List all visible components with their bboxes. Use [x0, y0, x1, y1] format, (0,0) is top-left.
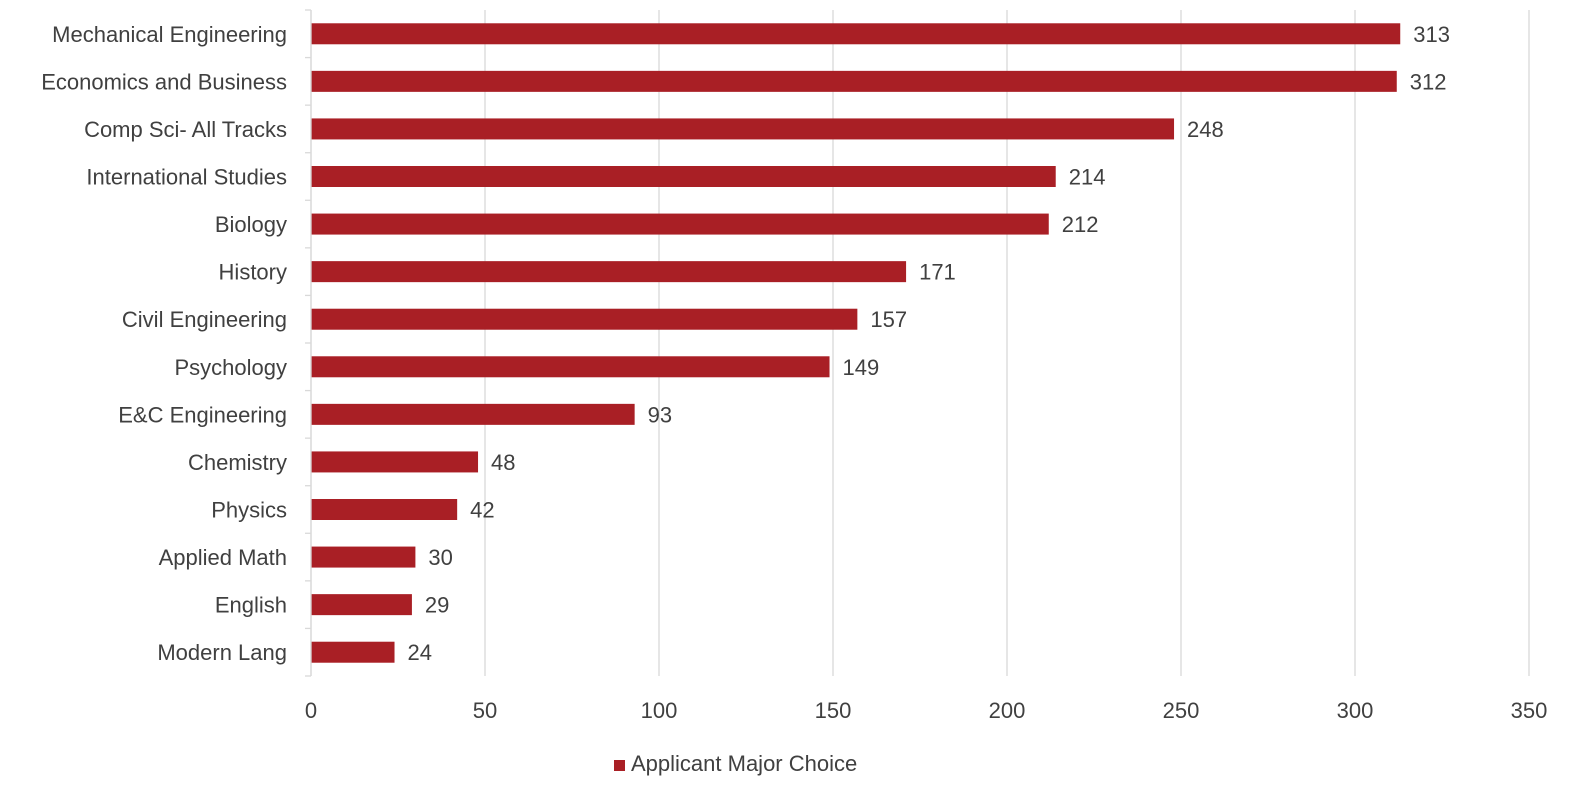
data-label: 171	[919, 260, 956, 285]
bar	[311, 451, 479, 473]
data-label: 214	[1069, 165, 1106, 190]
category-label: Biology	[215, 212, 287, 237]
gridlines	[310, 10, 1530, 676]
tick-label: 100	[641, 698, 678, 723]
tick-label: 150	[815, 698, 852, 723]
category-label: Psychology	[174, 355, 287, 380]
data-label: 30	[428, 545, 452, 570]
bar	[311, 213, 1049, 235]
category-label: Applied Math	[159, 545, 287, 570]
category-label: Comp Sci- All Tracks	[84, 117, 287, 142]
category-label: Chemistry	[188, 450, 287, 475]
bar	[311, 403, 635, 425]
data-label: 48	[491, 450, 515, 475]
tick-label: 50	[473, 698, 497, 723]
bar	[311, 641, 395, 663]
bar	[311, 499, 458, 520]
bar	[311, 70, 1397, 92]
bar	[311, 594, 412, 616]
category-label: English	[215, 593, 287, 618]
category-label: Physics	[211, 498, 287, 523]
bar	[311, 261, 907, 283]
value-axis: 0 50 100 150 200 250 300 350	[305, 698, 1547, 723]
legend: Applicant Major Choice	[614, 751, 857, 776]
bar	[311, 118, 1175, 140]
data-label: 248	[1187, 117, 1224, 142]
category-label: International Studies	[86, 165, 287, 190]
data-label: 157	[870, 307, 907, 332]
category-label: History	[219, 260, 287, 285]
bar	[311, 308, 858, 330]
data-label: 93	[648, 402, 672, 427]
category-label: Civil Engineering	[122, 307, 287, 332]
data-label: 312	[1410, 69, 1447, 94]
data-label: 24	[408, 640, 432, 665]
bars	[311, 23, 1401, 663]
data-label: 149	[843, 355, 880, 380]
data-labels: 313 312 248 214 212 171 157 149 93 48 42 30 29 24	[408, 22, 1450, 665]
bar	[311, 356, 830, 378]
tick-label: 200	[989, 698, 1026, 723]
category-label: Economics and Business	[41, 69, 287, 94]
category-label: E&C Engineering	[118, 402, 287, 427]
tick-label: 250	[1163, 698, 1200, 723]
bar	[311, 546, 416, 568]
data-label: 29	[425, 593, 449, 618]
data-label: 212	[1062, 212, 1099, 237]
tick-label: 0	[305, 698, 317, 723]
tick-label: 350	[1511, 698, 1548, 723]
bar	[311, 23, 1401, 45]
legend-series-name: Applicant Major Choice	[631, 751, 857, 776]
legend-swatch	[614, 760, 625, 771]
category-label: Mechanical Engineering	[52, 22, 287, 47]
category-label: Modern Lang	[157, 640, 287, 665]
tick-label: 300	[1337, 698, 1374, 723]
data-label: 42	[470, 498, 494, 523]
data-label: 313	[1413, 22, 1450, 47]
bar	[311, 166, 1056, 187]
category-axis: Mechanical Engineering Economics and Busi…	[41, 9, 312, 677]
